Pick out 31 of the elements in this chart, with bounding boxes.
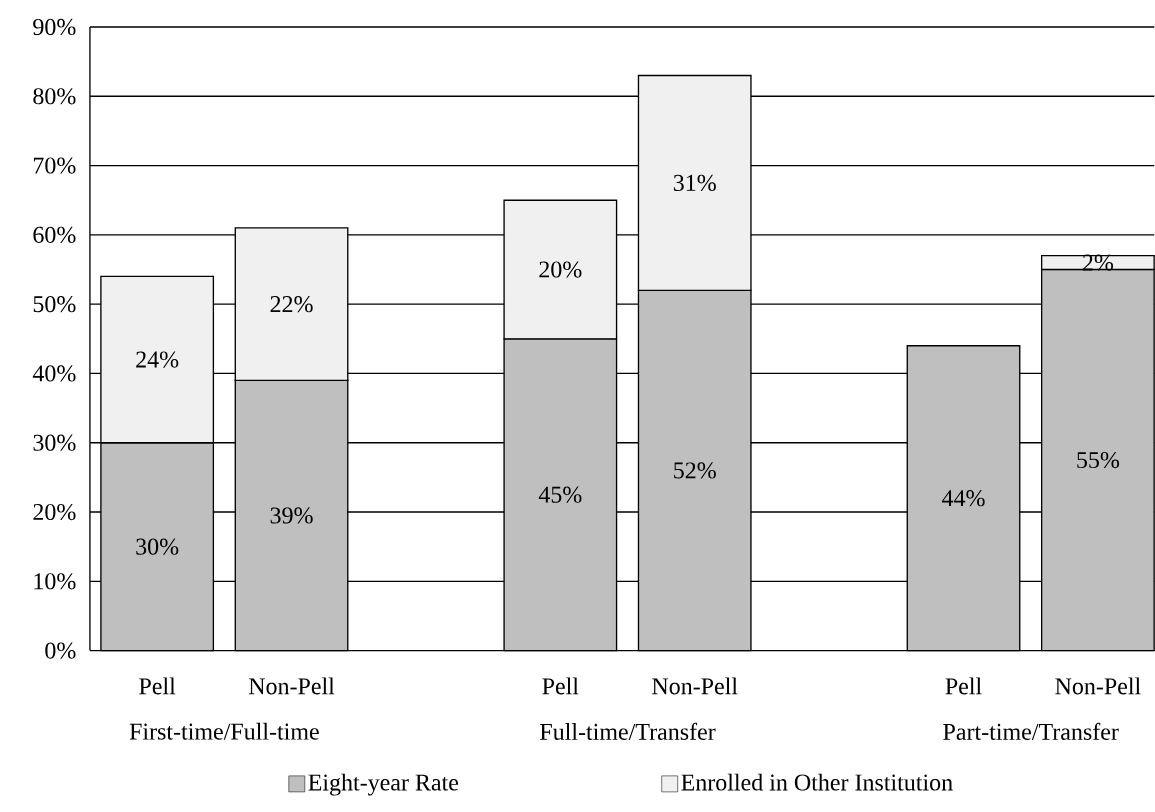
x-tick-label: Pell [542,677,579,695]
text: Part-time/Transfer [943,723,1119,741]
data-label: 22% [270,296,313,313]
y-tick-label: 30% [33,434,76,452]
x-tick-label: Pell [945,677,982,695]
y-tick-label: 90% [33,19,76,36]
data-label: 55% [1077,452,1120,469]
data-label: 30% [136,538,179,556]
legend-label: Enrolled in Other Institution [681,773,953,791]
data-label: 39% [270,507,313,524]
text: Full-time/Transfer [540,723,716,741]
data-label: 52% [674,462,716,479]
x-tick-label: Non-Pell [1055,677,1141,695]
y-tick-label: 20% [33,504,76,521]
data-label: 24% [136,351,179,368]
y-tick-label: 80% [33,88,76,105]
x-tick-label: Non-Pell [248,677,335,695]
y-tick-label: 40% [32,365,76,382]
x-tick-label: Pell [139,677,176,695]
y-tick-label: 0% [45,642,76,659]
data-label: 20% [539,261,582,278]
y-tick-label: 50% [33,296,76,313]
legend-label: Eight-year Rate [308,773,459,796]
text: First-time/Full-time [129,723,319,740]
y-tick-label: 70% [33,157,76,174]
y-tick-label: 10% [34,573,76,590]
data-label: 31% [673,175,716,192]
data-label: 44% [941,490,985,507]
data-label: 45% [538,486,582,504]
x-tick-label: Non-Pell [652,677,738,695]
y-tick-label: 60% [33,226,76,244]
